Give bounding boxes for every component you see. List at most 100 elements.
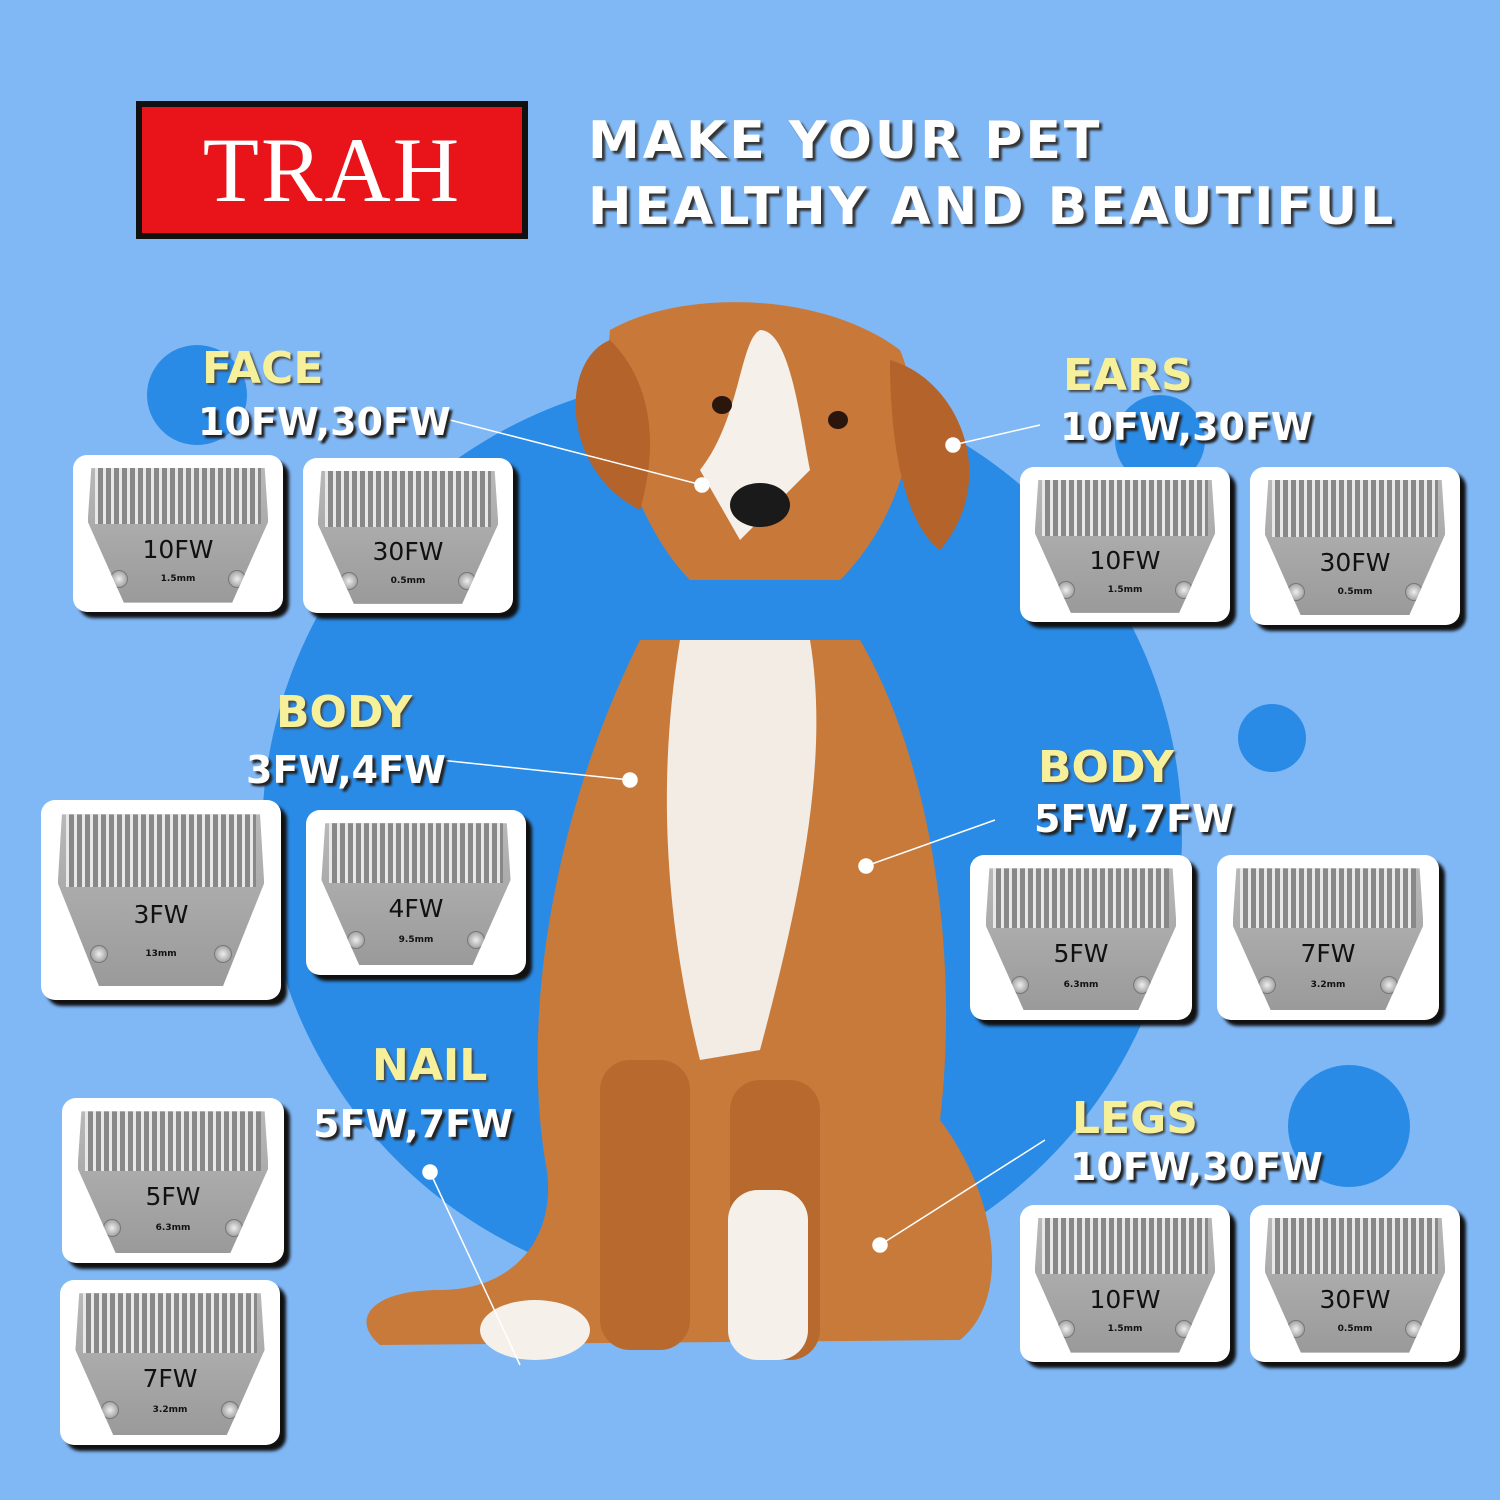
blade-cut-length: 0.5mm	[1337, 586, 1373, 597]
screw-icon	[1011, 976, 1030, 995]
blade-name: 3FW	[133, 900, 189, 930]
blade-teeth	[82, 1293, 258, 1353]
screw-icon	[1174, 580, 1193, 599]
blade-teeth	[1041, 1217, 1209, 1275]
screw-icon	[1404, 1320, 1423, 1339]
blade-card: 10FW 1.5mm	[1020, 1205, 1230, 1362]
screw-icon	[1057, 1320, 1076, 1339]
screw-icon	[457, 571, 476, 590]
screw-icon	[1379, 976, 1398, 995]
clipper-blade-image: 5FW 6.3mm	[77, 1111, 269, 1254]
blade-cut-length: 3.2mm	[1310, 980, 1346, 991]
clipper-blade-image: 4FW 9.5mm	[321, 823, 511, 966]
screw-icon	[340, 571, 359, 590]
body-left-blade-codes: 3FW,4FW	[246, 748, 446, 792]
screw-icon	[1132, 976, 1151, 995]
screw-icon	[1287, 1320, 1306, 1339]
blade-cut-length: 13mm	[145, 949, 177, 960]
blade-screws: 13mm	[58, 945, 264, 964]
screw-icon	[1287, 582, 1306, 601]
clipper-blade-image: 10FW 1.5mm	[87, 467, 269, 603]
background-circle	[1288, 1065, 1410, 1187]
blade-cut-length: 0.5mm	[390, 575, 426, 586]
clipper-blade-image: 30FW 0.5mm	[1264, 479, 1446, 616]
blade-card: 7FW 3.2mm	[1217, 855, 1439, 1020]
screw-icon	[224, 1219, 243, 1238]
blade-name: 10FW	[1089, 1285, 1161, 1315]
body-right-label: BODY	[1038, 742, 1175, 793]
blade-teeth	[85, 1111, 261, 1171]
face-blade-codes: 10FW,30FW	[198, 400, 451, 444]
nail-label: NAIL	[372, 1040, 488, 1091]
screw-icon	[1404, 582, 1423, 601]
blade-cut-length: 1.5mm	[1107, 1324, 1143, 1335]
blade-screws: 1.5mm	[1035, 580, 1216, 599]
blade-cut-length: 9.5mm	[398, 935, 434, 946]
body-left-label: BODY	[276, 687, 413, 738]
blade-teeth	[1271, 1217, 1439, 1275]
blade-name: 5FW	[1053, 939, 1109, 969]
screw-icon	[1057, 580, 1076, 599]
brand-logo: TRAH	[136, 101, 528, 239]
clipper-blade-image: 5FW 6.3mm	[985, 868, 1177, 1011]
blade-teeth	[1041, 479, 1209, 536]
clipper-blade-image: 10FW 1.5mm	[1034, 1217, 1216, 1353]
blade-teeth	[328, 823, 504, 883]
background-circle	[147, 345, 247, 445]
screw-icon	[103, 1219, 122, 1238]
screw-icon	[100, 1401, 119, 1420]
headline-line-1: MAKE YOUR PET	[588, 111, 1103, 171]
blade-cut-length: 3.2mm	[152, 1405, 188, 1416]
face-label: FACE	[202, 343, 324, 394]
screw-icon	[110, 570, 129, 589]
screw-icon	[467, 931, 486, 950]
blade-screws: 6.3mm	[986, 976, 1177, 995]
blade-teeth	[94, 467, 262, 525]
blade-cut-length: 1.5mm	[160, 574, 196, 585]
screw-icon	[221, 1401, 240, 1420]
legs-blade-codes: 10FW,30FW	[1070, 1145, 1323, 1189]
blade-card: 10FW 1.5mm	[1020, 467, 1230, 622]
nail-blade-codes: 5FW,7FW	[313, 1102, 513, 1146]
blade-card: 30FW 0.5mm	[1250, 1205, 1460, 1362]
blade-teeth	[1240, 868, 1416, 928]
blade-screws: 3.2mm	[1233, 976, 1424, 995]
blade-screws: 6.3mm	[78, 1219, 269, 1238]
blade-screws: 1.5mm	[88, 570, 269, 589]
blade-name: 7FW	[1300, 939, 1356, 969]
blade-name: 4FW	[388, 894, 444, 924]
headline-line-2: HEALTHY AND BEAUTIFUL	[588, 177, 1397, 237]
blade-screws: 1.5mm	[1035, 1320, 1216, 1339]
clipper-blade-image: 7FW 3.2mm	[1232, 868, 1424, 1011]
ears-label: EARS	[1063, 350, 1193, 401]
blade-cut-length: 0.5mm	[1337, 1324, 1373, 1335]
blade-name: 10FW	[1089, 546, 1161, 576]
screw-icon	[227, 570, 246, 589]
headline: MAKE YOUR PET HEALTHY AND BEAUTIFUL	[588, 108, 1396, 240]
blade-name: 30FW	[1319, 547, 1391, 577]
blade-screws: 3.2mm	[75, 1401, 264, 1420]
screw-icon	[90, 945, 109, 964]
blade-screws: 0.5mm	[1265, 582, 1446, 601]
blade-card: 7FW 3.2mm	[60, 1280, 280, 1445]
brand-name: TRAH	[202, 119, 462, 221]
blade-card: 5FW 6.3mm	[970, 855, 1192, 1020]
body-right-blade-codes: 5FW,7FW	[1034, 797, 1234, 841]
dog	[366, 302, 993, 1360]
blade-screws: 0.5mm	[1265, 1320, 1446, 1339]
blade-cut-length: 6.3mm	[1063, 980, 1099, 991]
clipper-blade-image: 30FW 0.5mm	[317, 470, 499, 604]
blade-screws: 0.5mm	[318, 571, 499, 590]
background-circle	[1238, 704, 1306, 772]
blade-teeth	[1271, 479, 1439, 537]
leader-lines	[422, 419, 1046, 1366]
blade-name: 30FW	[372, 537, 444, 567]
blade-teeth	[993, 868, 1169, 928]
blade-name: 7FW	[142, 1364, 198, 1394]
blade-teeth	[324, 470, 492, 527]
clipper-blade-image: 30FW 0.5mm	[1264, 1217, 1446, 1353]
screw-icon	[346, 931, 365, 950]
blade-teeth	[66, 814, 256, 887]
blade-card: 5FW 6.3mm	[62, 1098, 284, 1263]
blade-screws: 9.5mm	[321, 931, 510, 950]
